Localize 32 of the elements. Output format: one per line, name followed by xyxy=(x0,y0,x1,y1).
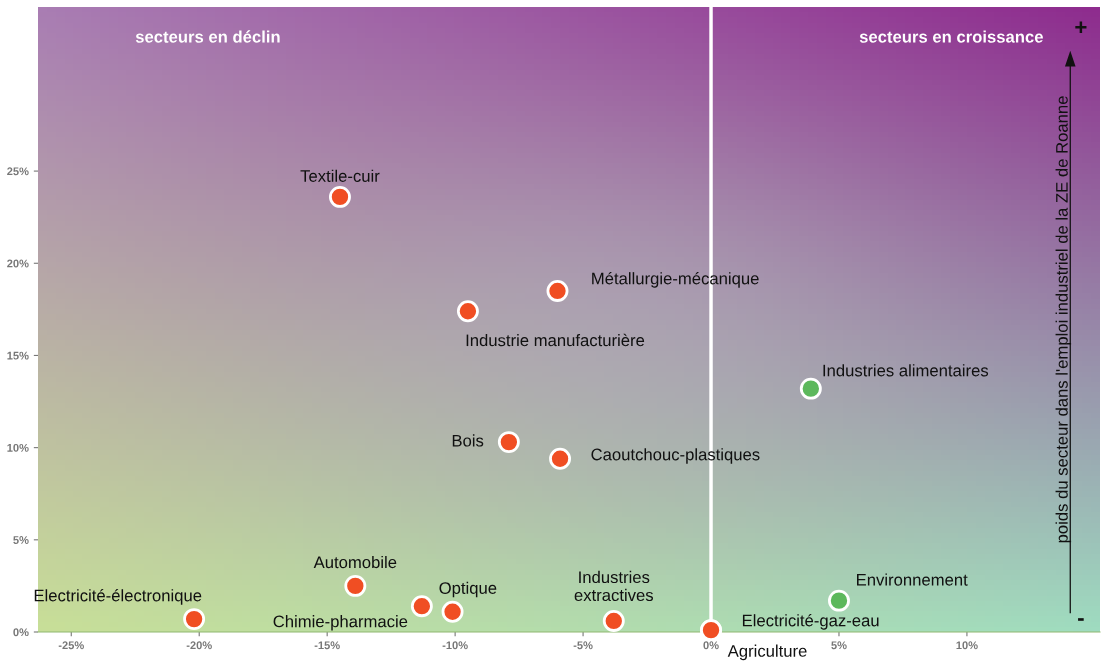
annotation: - xyxy=(1078,618,1084,621)
annotation: Electricité-électronique xyxy=(34,589,202,605)
x-tick-label: 5% xyxy=(831,641,847,650)
annotation: Bois xyxy=(452,434,484,447)
annotation: + xyxy=(1075,21,1087,33)
x-tick-label: 0% xyxy=(703,641,719,650)
y-tick-label: 5% xyxy=(13,536,29,544)
x-tick-label: -5% xyxy=(573,641,593,650)
annotation: Industries extractives xyxy=(574,570,654,602)
annotation: Automobile xyxy=(313,555,397,569)
x-tick-label: -15% xyxy=(314,641,340,650)
annotation: Electricité-gaz-eau xyxy=(742,613,879,630)
x-tick-label: -25% xyxy=(58,641,84,650)
y-tick-label: 15% xyxy=(7,351,29,360)
y-tick-label: 20% xyxy=(7,259,29,268)
annotation: Agriculture xyxy=(727,644,807,661)
y-axis-title: poids du secteur dans l'emploi industriel de la ZE de Roanne xyxy=(1055,96,1072,543)
annotation: Industries alimentaires xyxy=(823,364,989,377)
x-tick-label: -10% xyxy=(442,641,468,650)
annotation: Caoutchouc-plastiques xyxy=(591,448,760,464)
annotation: Optique xyxy=(439,581,497,598)
annotation: Environnement xyxy=(857,573,968,586)
annotation: Industrie manufacturière xyxy=(466,333,645,347)
x-tick-label: -20% xyxy=(186,641,212,650)
annotation: Chimie-pharmacie xyxy=(273,615,408,631)
annotation: Textile-cuir xyxy=(300,169,380,182)
annotation: secteurs en croissance xyxy=(859,30,1043,43)
y-tick-label: 10% xyxy=(7,443,29,452)
y-tick-label: 25% xyxy=(7,167,29,176)
y-tick-label: 0% xyxy=(13,628,29,637)
x-tick-label: 10% xyxy=(956,641,978,650)
annotation: secteurs en déclin xyxy=(135,30,280,43)
